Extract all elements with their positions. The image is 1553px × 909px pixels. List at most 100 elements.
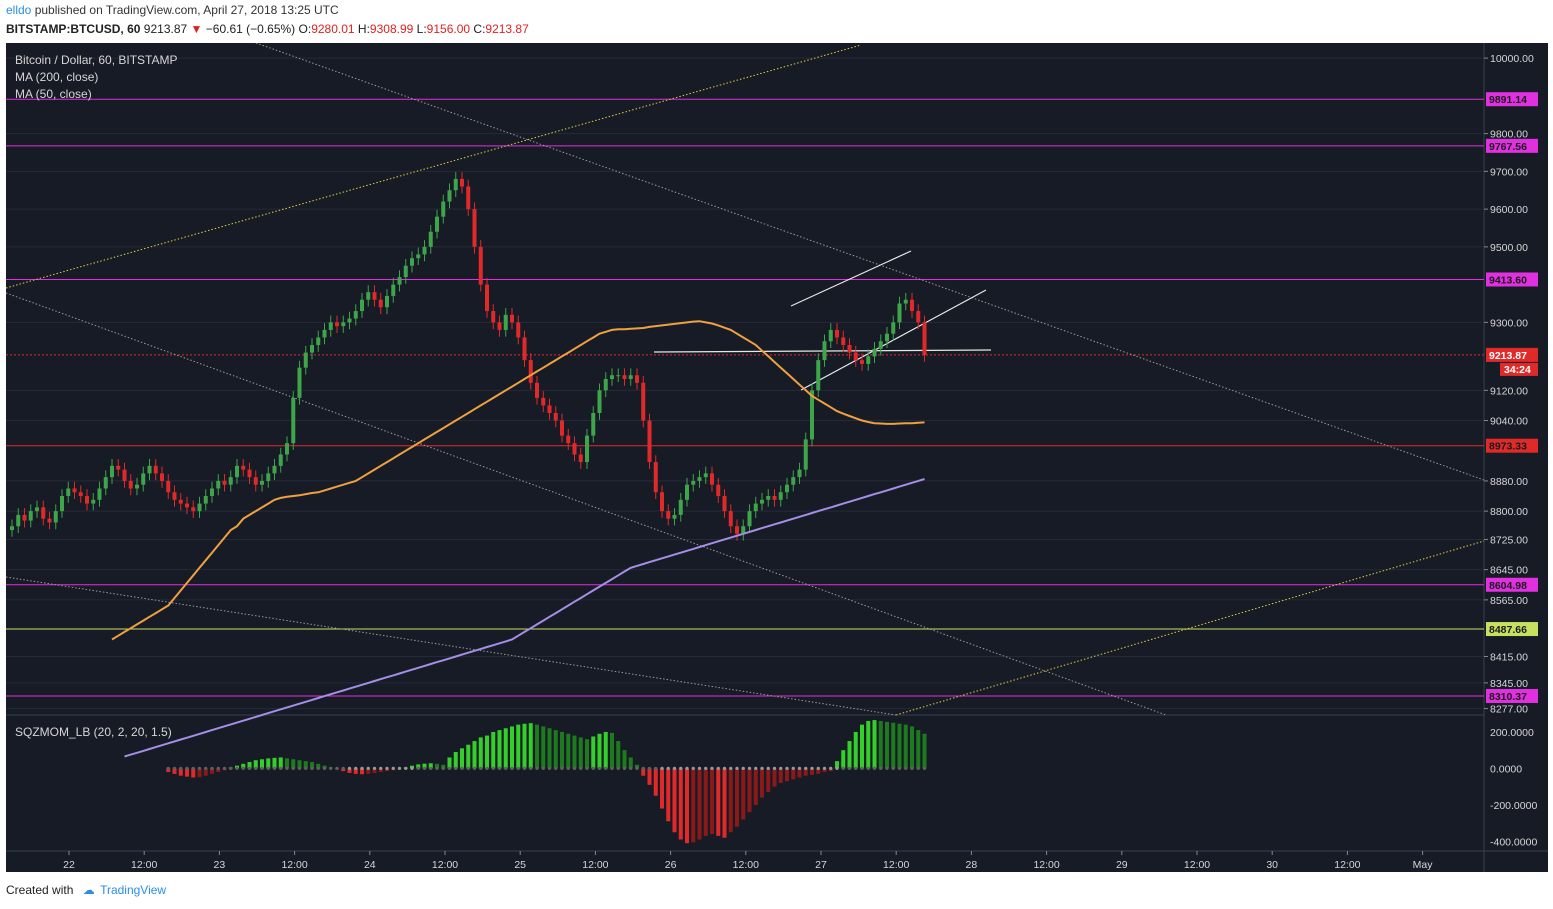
candle-body xyxy=(803,439,808,470)
sqz-bar xyxy=(316,763,321,769)
sqz-bar xyxy=(260,759,264,769)
legend-ma50[interactable]: MA (50, close) xyxy=(15,87,92,101)
candle-body xyxy=(878,341,883,349)
sqz-bar xyxy=(378,768,383,773)
candle-body xyxy=(360,299,364,312)
candle-body xyxy=(316,337,321,346)
x-tick-label: 22 xyxy=(63,859,75,871)
sqz-bar xyxy=(353,768,358,774)
sqz-dot xyxy=(697,766,702,771)
sqz-dot xyxy=(585,766,589,771)
candle-body xyxy=(591,412,596,436)
sqz-bar xyxy=(878,721,883,769)
sqz-bar xyxy=(178,768,183,776)
time-axis[interactable]: 22 12:00 23 12:00 24 12:00 25 12:00 26 12:00 27 12:… xyxy=(63,851,1433,871)
sqz-dot xyxy=(804,766,808,771)
candle-body xyxy=(291,397,296,444)
sqz-bar xyxy=(722,768,727,838)
sqz-bar xyxy=(553,730,558,769)
x-tick-label: 12:00 xyxy=(1334,859,1360,871)
legend-ma200[interactable]: MA (200, close) xyxy=(15,70,98,84)
sqz-dot xyxy=(247,766,252,771)
author-link[interactable]: elldo xyxy=(6,3,32,17)
sqz-bar xyxy=(191,768,196,778)
candle-body xyxy=(597,390,602,413)
candle-body xyxy=(35,507,39,512)
sqz-bar xyxy=(866,721,871,769)
price-level-label: 8310.37 xyxy=(1489,691,1527,703)
sqz-bar xyxy=(541,726,546,769)
candle-body xyxy=(910,299,914,312)
sqz-dot xyxy=(635,766,639,771)
sqz-bar xyxy=(278,757,283,769)
chart-svg[interactable]: 10000.00 9800.00 9700.00 9600.00 9500.00 9300… xyxy=(6,43,1548,872)
close-value: 9213.87 xyxy=(485,22,529,36)
sqz-dot xyxy=(397,766,402,771)
sqz-bar xyxy=(628,757,633,769)
candle-body xyxy=(835,329,839,338)
candle-body xyxy=(572,443,577,455)
down-arrow-icon: ▼ xyxy=(190,22,203,36)
sqz-dot xyxy=(766,766,770,771)
x-tick-label: 12:00 xyxy=(131,859,157,871)
sqz-bar xyxy=(166,768,171,773)
sqz-bar xyxy=(428,763,433,769)
sqz-bar xyxy=(853,731,858,769)
candle-body xyxy=(53,511,58,523)
candle-body xyxy=(16,514,21,527)
sqz-dot xyxy=(266,766,270,771)
sqz-dot xyxy=(210,766,214,771)
sqz-bar xyxy=(510,726,514,769)
candle-body xyxy=(28,511,33,521)
sqz-dot xyxy=(572,766,577,771)
candle-body xyxy=(653,462,658,493)
candle-body xyxy=(203,496,208,504)
tradingview-logo-icon[interactable]: ☁ xyxy=(82,883,95,897)
candle-body xyxy=(703,473,708,478)
sqz-dot xyxy=(241,766,245,771)
sqz-bar xyxy=(491,731,496,769)
candle-body xyxy=(916,311,921,323)
price-axis[interactable]: 10000.00 9800.00 9700.00 9600.00 9500.00 9300… xyxy=(1484,53,1538,848)
candle-body xyxy=(341,322,346,327)
footer: Created with ☁ TradingView xyxy=(6,883,166,897)
sqz-bar xyxy=(472,741,477,769)
candle-body xyxy=(178,499,183,504)
y-tick-label: 8645.00 xyxy=(1490,565,1528,577)
candle-body xyxy=(685,484,689,500)
sqz-bar xyxy=(197,768,202,778)
candle-body xyxy=(891,322,896,334)
current-price-label: 9213.87 xyxy=(1489,350,1527,362)
candle-body xyxy=(535,382,539,398)
sqz-bar xyxy=(210,768,214,774)
candle-body xyxy=(185,503,189,508)
sqz-bar xyxy=(691,768,696,843)
candle-body xyxy=(491,311,496,323)
sqz-dot xyxy=(297,766,302,771)
sqz-bar xyxy=(778,768,783,783)
price-level-label: 8604.98 xyxy=(1489,580,1527,592)
y-tick-label: 8415.00 xyxy=(1490,651,1528,663)
sqz-dot xyxy=(304,766,308,771)
sqz-bar xyxy=(703,768,708,836)
candle-body xyxy=(397,277,402,285)
candle-body xyxy=(441,201,446,217)
sqz-bar xyxy=(603,731,608,769)
x-tick-label: 25 xyxy=(514,859,526,871)
sqz-dot xyxy=(716,766,720,771)
sqz-dot xyxy=(310,766,314,771)
candle-body xyxy=(647,420,652,463)
candle-body xyxy=(547,405,552,413)
legend-sqzmom[interactable]: SQZMOM_LB (20, 2, 20, 1.5) xyxy=(15,725,172,739)
channel-line xyxy=(790,250,912,307)
y-tick-label: 9120.00 xyxy=(1490,385,1528,397)
sqz-dot xyxy=(835,766,839,771)
sqz-bar xyxy=(453,752,458,769)
created-with-label: Created with xyxy=(6,883,74,897)
tradingview-link[interactable]: TradingView xyxy=(100,883,167,897)
sqz-dot xyxy=(497,766,502,771)
sqz-dot xyxy=(260,766,264,771)
candle-body xyxy=(135,484,139,489)
chart-area[interactable]: 10000.00 9800.00 9700.00 9600.00 9500.00 9300… xyxy=(6,43,1548,872)
change-value: −60.61 (−0.65%) xyxy=(205,22,296,36)
